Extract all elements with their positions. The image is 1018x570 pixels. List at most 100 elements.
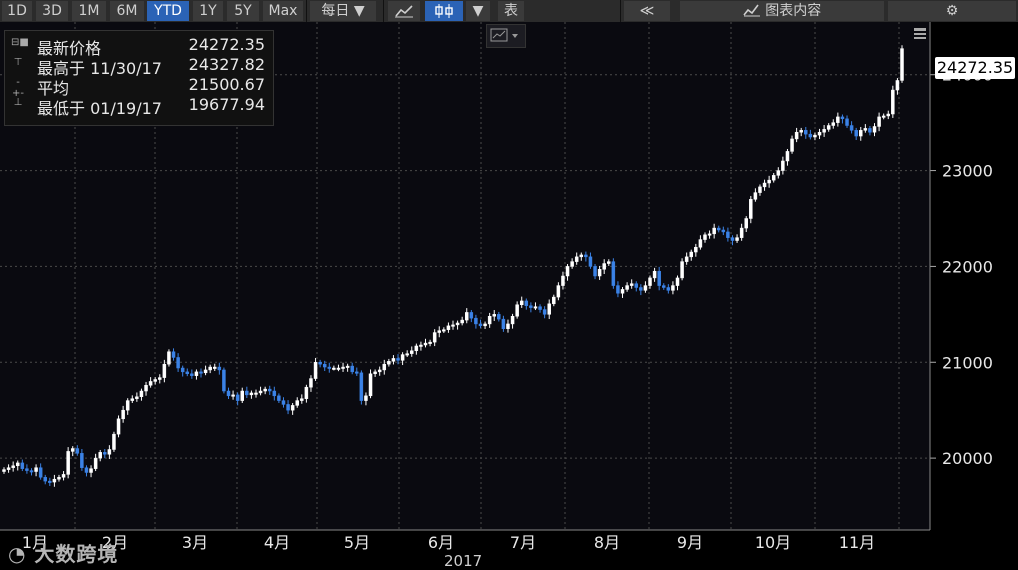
candle-body — [826, 125, 831, 130]
candle-body — [455, 322, 460, 326]
gear-icon[interactable]: ⚙ — [888, 1, 1016, 21]
candle-body — [872, 126, 877, 133]
candle-body — [849, 125, 854, 131]
candle-body — [716, 227, 721, 231]
range-6m-button[interactable]: 6M — [110, 1, 144, 21]
candle-body — [89, 468, 93, 473]
price-legend: ⊟■ 最新价格 24272.35 ⊤ 最高于 11/30/17 24327.82… — [4, 30, 274, 126]
candle-body — [817, 131, 822, 136]
last-price-icon: ⊟■ — [11, 37, 29, 48]
candle-body — [377, 369, 382, 373]
range-1y-button[interactable]: 1Y — [193, 1, 223, 21]
candle-body — [38, 467, 43, 478]
candle-body — [6, 467, 11, 470]
candle-body — [34, 467, 38, 472]
chart-type-dropdown-icon[interactable]: ▼ — [466, 1, 490, 21]
candle-body — [419, 344, 423, 347]
candle-body — [125, 400, 130, 411]
candle-body — [808, 133, 813, 138]
candle-body — [730, 237, 735, 241]
candle-body — [524, 300, 529, 306]
legend-value: 24327.82 — [188, 55, 265, 74]
range-1d-button[interactable]: 1D — [2, 1, 32, 21]
indicator-button[interactable] — [486, 24, 526, 48]
legend-value: 19677.94 — [188, 95, 265, 114]
candle-body — [121, 409, 125, 420]
candle-body — [20, 462, 25, 469]
candle-body — [451, 324, 455, 327]
candle-body — [208, 366, 212, 371]
range-3d-button[interactable]: 3D — [36, 1, 68, 21]
watermark-logo: ◔ 大数跨境 — [8, 538, 118, 567]
candle-body — [836, 116, 840, 123]
range-5y-button[interactable]: 5Y — [227, 1, 259, 21]
chart-menu-icon[interactable] — [912, 26, 928, 42]
candle-body — [694, 246, 698, 253]
candle-body — [400, 354, 405, 361]
candle-body — [487, 316, 492, 325]
candle-body — [290, 405, 295, 411]
candle-body — [295, 400, 299, 406]
x-tick-label: 8月 — [594, 533, 620, 552]
candle-body — [382, 363, 387, 371]
line-chart-icon[interactable] — [388, 1, 420, 21]
candle-body — [11, 465, 15, 468]
candle-body — [804, 130, 808, 135]
candle-body — [190, 373, 194, 376]
average-icon: -+- — [12, 77, 24, 99]
range-ytd-button[interactable]: YTD — [147, 1, 189, 21]
candle-body — [107, 449, 112, 455]
candle-body — [519, 300, 524, 306]
candlestick-chart-icon[interactable] — [425, 1, 463, 21]
chart-content-icon — [743, 3, 765, 19]
range-1m-button[interactable]: 1M — [72, 1, 106, 21]
collapse-icon[interactable]: ≪ — [624, 1, 670, 21]
range-max-button[interactable]: Max — [263, 1, 303, 21]
legend-value: 21500.67 — [188, 75, 265, 94]
candle-body — [643, 285, 648, 291]
candle-body — [671, 285, 675, 291]
candle-body — [602, 263, 606, 270]
candle-body — [135, 396, 139, 399]
candle-body — [423, 342, 428, 346]
last-price-tag: 24272.35 — [935, 57, 1015, 79]
candle-body — [574, 256, 579, 262]
candle-body — [203, 369, 208, 374]
candle-body — [744, 218, 748, 229]
candle-body — [428, 341, 432, 344]
candle-body — [648, 277, 652, 286]
price-axis — [930, 22, 1018, 530]
legend-row-last: ⊟■ 最新价格 24272.35 — [5, 35, 273, 58]
candle-body — [116, 418, 121, 435]
candle-body — [492, 314, 496, 317]
candle-body — [868, 128, 872, 133]
low-icon: ⊥ — [13, 97, 23, 108]
candle-body — [588, 256, 593, 267]
candle-body — [75, 448, 80, 454]
high-icon: ⊤ — [13, 57, 23, 68]
chart-content-button[interactable]: 图表内容 — [680, 1, 884, 21]
candle-body — [84, 467, 89, 473]
candle-body — [25, 468, 29, 471]
candle-body — [542, 309, 547, 315]
candle-body — [506, 323, 510, 329]
candle-body — [758, 186, 762, 193]
candle-body — [48, 480, 52, 483]
candle-body — [501, 318, 506, 329]
candle-body — [368, 373, 373, 397]
candle-body — [593, 266, 597, 277]
frequency-select[interactable]: 每日 ▼ — [310, 1, 376, 21]
candle-body — [112, 433, 116, 450]
legend-value: 24272.35 — [188, 35, 265, 54]
table-button[interactable]: 表 — [498, 1, 524, 21]
candle-body — [245, 390, 249, 396]
candle-body — [735, 237, 739, 241]
candle-body — [80, 453, 84, 468]
candle-body — [767, 179, 771, 184]
candle-body — [235, 394, 240, 401]
toolbar-divider — [620, 0, 621, 22]
candle-body — [625, 285, 629, 290]
toolbar-divider — [306, 0, 307, 22]
candle-body — [785, 151, 790, 162]
